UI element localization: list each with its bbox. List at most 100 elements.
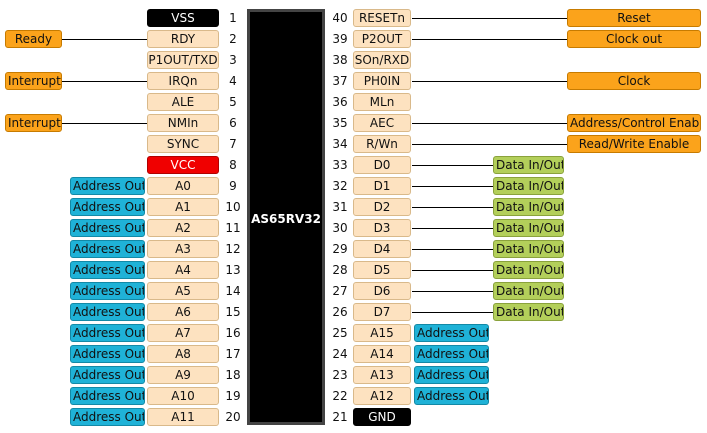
pin-name-29: D4 xyxy=(353,240,411,258)
pin-number-31: 31 xyxy=(332,200,348,214)
pin-name-38: SOn/RXD xyxy=(353,51,411,69)
pin-name-13: A4 xyxy=(147,261,219,279)
pin-name-12: A3 xyxy=(147,240,219,258)
pin-number-28: 28 xyxy=(332,263,348,277)
function-label-pin-6: Interrupt xyxy=(5,114,62,132)
pin-name-27: D6 xyxy=(353,282,411,300)
function-label-pin-30: Data In/Out xyxy=(493,219,564,237)
pin-number-12: 12 xyxy=(225,242,241,256)
pin-number-3: 3 xyxy=(229,53,237,67)
pin-name-24: A14 xyxy=(353,345,411,363)
pin-number-14: 14 xyxy=(225,284,241,298)
pin-name-34: R/Wn xyxy=(353,135,411,153)
connector-line-pin-31 xyxy=(412,207,493,208)
pin-name-9: A0 xyxy=(147,177,219,195)
function-label-pin-34: Read/Write Enable xyxy=(567,135,701,153)
function-label-pin-18: Address Out xyxy=(70,366,145,384)
pin-number-25: 25 xyxy=(332,326,348,340)
function-label-pin-19: Address Out xyxy=(70,387,145,405)
pin-number-13: 13 xyxy=(225,263,241,277)
function-label-pin-28: Data In/Out xyxy=(493,261,564,279)
connector-line-pin-40 xyxy=(412,18,567,19)
pin-name-35: AEC xyxy=(353,114,411,132)
function-label-pin-25: Address Out xyxy=(414,324,489,342)
pin-number-5: 5 xyxy=(229,95,237,109)
pin-name-19: A10 xyxy=(147,387,219,405)
function-label-pin-4: Interrupt xyxy=(5,72,62,90)
pin-number-9: 9 xyxy=(229,179,237,193)
pin-name-5: ALE xyxy=(147,93,219,111)
pin-number-24: 24 xyxy=(332,347,348,361)
pin-name-4: IRQn xyxy=(147,72,219,90)
pin-name-21: GND xyxy=(353,408,411,426)
pin-name-7: SYNC xyxy=(147,135,219,153)
pin-name-36: MLn xyxy=(353,93,411,111)
connector-line-pin-28 xyxy=(412,270,493,271)
pin-number-37: 37 xyxy=(332,74,348,88)
pin-name-32: D1 xyxy=(353,177,411,195)
connector-line-pin-29 xyxy=(412,249,493,250)
function-label-pin-10: Address Out xyxy=(70,198,145,216)
function-label-pin-27: Data In/Out xyxy=(493,282,564,300)
pin-name-33: D0 xyxy=(353,156,411,174)
pin-name-26: D7 xyxy=(353,303,411,321)
pin-number-17: 17 xyxy=(225,347,241,361)
function-label-pin-12: Address Out xyxy=(70,240,145,258)
pin-number-36: 36 xyxy=(332,95,348,109)
function-label-pin-40: Reset xyxy=(567,9,701,27)
pin-number-18: 18 xyxy=(225,368,241,382)
pin-number-10: 10 xyxy=(225,200,241,214)
function-label-pin-29: Data In/Out xyxy=(493,240,564,258)
pin-number-15: 15 xyxy=(225,305,241,319)
pin-name-14: A5 xyxy=(147,282,219,300)
pin-number-6: 6 xyxy=(229,116,237,130)
function-label-pin-24: Address Out xyxy=(414,345,489,363)
pin-number-20: 20 xyxy=(225,410,241,424)
pin-number-2: 2 xyxy=(229,32,237,46)
pin-name-8: VCC xyxy=(147,156,219,174)
pin-number-11: 11 xyxy=(225,221,241,235)
pin-number-27: 27 xyxy=(332,284,348,298)
function-label-pin-37: Clock xyxy=(567,72,701,90)
function-label-pin-20: Address Out xyxy=(70,408,145,426)
pin-name-22: A12 xyxy=(353,387,411,405)
connector-line-pin-30 xyxy=(412,228,493,229)
connector-line-pin-2 xyxy=(62,39,147,40)
function-label-pin-32: Data In/Out xyxy=(493,177,564,195)
connector-line-pin-35 xyxy=(412,123,567,124)
pin-name-16: A7 xyxy=(147,324,219,342)
pin-name-25: A15 xyxy=(353,324,411,342)
pin-name-39: P2OUT xyxy=(353,30,411,48)
function-label-pin-39: Clock out xyxy=(567,30,701,48)
pin-number-19: 19 xyxy=(225,389,241,403)
function-label-pin-15: Address Out xyxy=(70,303,145,321)
pin-name-37: PH0IN xyxy=(353,72,411,90)
connector-line-pin-26 xyxy=(412,312,493,313)
function-label-pin-17: Address Out xyxy=(70,345,145,363)
pin-name-20: A11 xyxy=(147,408,219,426)
function-label-pin-23: Address Out xyxy=(414,366,489,384)
pin-number-39: 39 xyxy=(332,32,348,46)
pin-name-30: D3 xyxy=(353,219,411,237)
pin-number-38: 38 xyxy=(332,53,348,67)
chip-name: AS65RV32 xyxy=(251,212,321,226)
function-label-pin-35: Address/Control Enable xyxy=(567,114,701,132)
function-label-pin-22: Address Out xyxy=(414,387,489,405)
pin-number-40: 40 xyxy=(332,11,348,25)
pin-name-11: A2 xyxy=(147,219,219,237)
pin-number-21: 21 xyxy=(332,410,348,424)
function-label-pin-16: Address Out xyxy=(70,324,145,342)
pin-name-10: A1 xyxy=(147,198,219,216)
connector-line-pin-6 xyxy=(62,123,147,124)
pin-number-29: 29 xyxy=(332,242,348,256)
connector-line-pin-4 xyxy=(62,81,147,82)
function-label-pin-2: Ready xyxy=(5,30,62,48)
pin-name-28: D5 xyxy=(353,261,411,279)
pin-number-16: 16 xyxy=(225,326,241,340)
pin-name-17: A8 xyxy=(147,345,219,363)
function-label-pin-9: Address Out xyxy=(70,177,145,195)
connector-line-pin-34 xyxy=(412,144,567,145)
function-label-pin-31: Data In/Out xyxy=(493,198,564,216)
chip-body: AS65RV32 xyxy=(247,9,325,425)
